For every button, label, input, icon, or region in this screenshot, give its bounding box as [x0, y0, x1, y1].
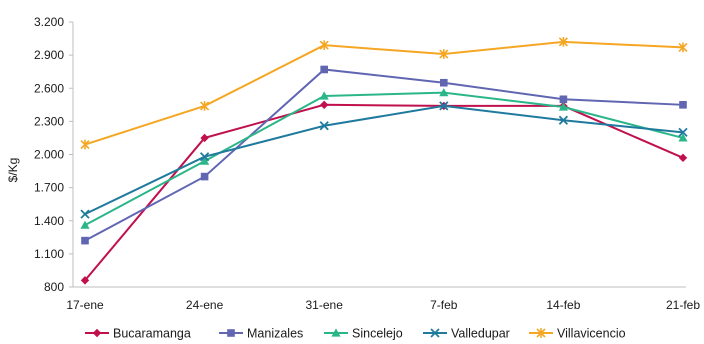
data-point — [678, 133, 688, 142]
series-line — [84, 40, 684, 146]
legend-item: Villavicencio — [529, 327, 626, 341]
data-point — [678, 153, 688, 163]
data-point — [558, 37, 568, 47]
y-tick-label: 3.200 — [34, 15, 64, 29]
data-point — [200, 156, 210, 165]
y-tick-label: 1.400 — [34, 214, 64, 228]
data-point — [320, 65, 328, 74]
data-point — [536, 328, 546, 338]
legend-item: Bucaramanga — [85, 327, 191, 341]
data-point — [678, 42, 688, 53]
x-mark-stroke — [199, 152, 210, 162]
data-point — [558, 115, 569, 125]
legend-item: Sincelejo — [324, 327, 403, 341]
data-point — [199, 152, 210, 162]
data-point — [200, 133, 209, 143]
data-point — [200, 101, 210, 111]
x-tick-label: 17-ene — [66, 298, 104, 312]
data-point — [80, 276, 90, 285]
data-point — [92, 328, 102, 338]
legend-item: Valledupar — [423, 327, 510, 341]
x-mark-stroke — [678, 127, 688, 138]
y-tick-label: 800 — [44, 280, 64, 294]
y-tick-label: 2.300 — [34, 114, 64, 128]
legend-label: Sincelejo — [352, 327, 403, 341]
y-tick-label: 1.700 — [34, 181, 64, 195]
data-point — [439, 101, 449, 111]
data-point — [80, 220, 90, 229]
legend: Bucaramanga Manizales Sincelejo Valledupar V… — [85, 327, 626, 341]
series-villavicencio — [80, 37, 688, 150]
x-tick-label: 24-ene — [186, 298, 224, 312]
data-point — [227, 329, 235, 337]
y-tick-label: 1.100 — [34, 247, 64, 261]
y-tick-label: 2.600 — [34, 81, 64, 95]
data-point — [439, 88, 449, 97]
data-point — [439, 49, 449, 59]
series-line — [84, 68, 684, 242]
x-mark-stroke — [430, 328, 440, 338]
x-tick-label: 21-feb — [666, 298, 700, 312]
y-tick-label: 2.000 — [34, 148, 64, 162]
data-point — [200, 172, 209, 181]
legend-label: Valledupar — [451, 327, 510, 341]
axes: 800 1.100 1.400 1.700 2.000 2.300 2.600 2.900 3.… — [34, 15, 700, 312]
data-point — [80, 139, 90, 150]
series-valledupar — [80, 101, 688, 219]
data-point — [319, 91, 329, 100]
series-bucaramanga — [80, 100, 688, 285]
series-line — [84, 104, 684, 216]
x-mark-stroke — [439, 101, 449, 111]
data-point — [430, 328, 440, 338]
data-point — [679, 101, 687, 109]
data-point — [559, 95, 568, 104]
legend-label: Villavicencio — [557, 327, 626, 341]
legend-label: Manizales — [247, 327, 303, 341]
x-tick-label: 31-ene — [306, 298, 344, 312]
x-mark-stroke — [558, 115, 569, 125]
legend-item: Manizales — [219, 327, 303, 341]
series-line — [84, 103, 684, 282]
data-point — [80, 209, 90, 219]
x-mark-stroke — [319, 121, 329, 131]
y-tick-label: 2.900 — [34, 48, 64, 62]
data-point — [81, 236, 89, 245]
series-sincelejo — [80, 88, 688, 229]
series-line — [84, 91, 684, 227]
series-layer — [80, 37, 688, 285]
data-point — [678, 127, 688, 138]
series-manizales — [81, 65, 687, 245]
data-point — [558, 102, 568, 111]
data-point — [440, 78, 448, 87]
y-axis-title: $/Kg — [6, 158, 20, 183]
legend-label: Bucaramanga — [113, 327, 191, 341]
data-point — [331, 328, 341, 337]
data-point — [319, 121, 329, 131]
data-point — [319, 40, 329, 50]
x-mark-stroke — [80, 209, 90, 219]
x-tick-label: 14-feb — [546, 298, 580, 312]
x-tick-label: 7-feb — [430, 298, 458, 312]
data-point — [320, 100, 329, 110]
